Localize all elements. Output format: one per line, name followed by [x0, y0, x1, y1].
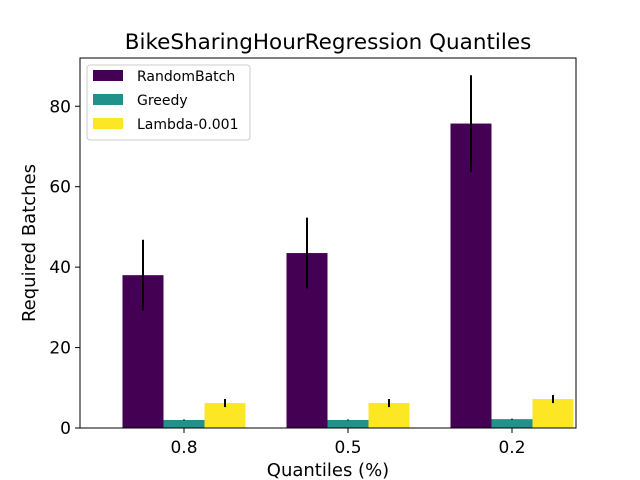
y-tick-label: 0	[60, 419, 71, 439]
bar-lambda-0.001-0.5	[368, 403, 410, 428]
bars-layer	[122, 123, 574, 429]
bar-greedy-0.2	[491, 419, 533, 428]
y-tick-label: 40	[49, 258, 71, 278]
bar-lambda-0.001-0.8	[204, 403, 246, 428]
y-axis: 0 20 40 60 80	[49, 97, 80, 439]
x-axis: 0.8 0.5 0.2	[170, 428, 526, 458]
bar-randombatch-0.2	[450, 123, 492, 429]
x-tick-label: 0.2	[498, 438, 525, 458]
plot-frame	[79, 57, 577, 429]
bar-greedy-0.5	[327, 419, 369, 428]
y-tick-label: 20	[49, 339, 71, 359]
bar-lambda-0.001-0.2	[532, 399, 574, 428]
legend-frame	[86, 64, 251, 141]
chart-title: BikeSharingHourRegression Quantiles	[125, 30, 532, 55]
error-bars-layer	[142, 75, 554, 421]
legend-label-greedy: Greedy	[137, 93, 188, 109]
legend-label-lambda-0.001: Lambda-0.001	[137, 117, 239, 133]
legend: RandomBatch Greedy Lambda-0.001	[86, 64, 251, 141]
bar-greedy-0.8	[163, 419, 205, 428]
legend-swatch-randombatch	[93, 70, 123, 81]
x-tick-label: 0.5	[334, 438, 361, 458]
legend-swatch-greedy	[93, 94, 123, 105]
legend-label-randombatch: RandomBatch	[137, 69, 235, 85]
x-axis-label: Quantiles (%)	[267, 460, 389, 480]
legend-swatch-lambda-0.001	[93, 118, 123, 129]
y-tick-label: 80	[49, 97, 71, 117]
y-axis-label: Required Batches	[19, 164, 40, 322]
y-tick-label: 60	[49, 178, 71, 198]
x-tick-label: 0.8	[170, 438, 197, 458]
